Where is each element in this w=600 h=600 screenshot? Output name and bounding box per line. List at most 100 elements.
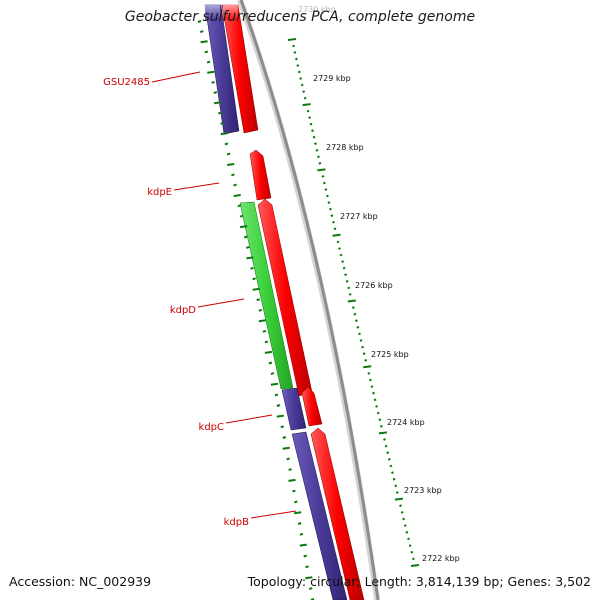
scale-minor-tick [411,557,415,561]
scale-minor-tick [358,332,361,336]
scale-minor-tick [333,227,337,231]
scale-major-tick [410,564,420,567]
scale-minor-tick [386,451,390,455]
inner-dash [262,329,267,333]
scale-minor-tick [368,378,372,382]
inner-dash [256,298,261,302]
inner-dash [211,80,215,84]
scale-minor-tick [370,385,374,388]
leader-kdpc [225,414,273,424]
inner-dash-ring [197,20,315,600]
inner-dash [308,587,313,591]
scale-minor-tick [345,279,349,283]
scale-minor-tick [375,405,379,408]
scale-minor-tick [399,504,402,508]
inner-dash [246,256,254,260]
scale-minor-tick [303,96,307,100]
gene-label-kdpb: kdpB [224,517,249,528]
scale-label-2729: 2729 kbp [313,74,351,83]
inner-dash [280,425,285,429]
scale-minor-tick [315,148,319,152]
scale-minor-tick [336,240,340,244]
scale-minor-tick [341,260,345,263]
gene-kdpb-reverse [291,431,348,600]
scale-minor-tick [362,352,366,356]
scale-minor-tick [353,312,357,316]
backbone-shadow [237,0,380,600]
gene-kdpb-forward-arrow [310,427,365,600]
inner-dash [293,500,298,504]
scale-minor-tick [309,122,313,126]
leader-kdpb [250,510,297,519]
scale-major-tick [287,38,297,41]
scale-minor-tick [325,194,329,198]
scale-minor-tick [391,471,394,474]
scale-minor-tick [376,411,380,415]
inner-dash [264,350,273,354]
gene-kdpd-forward-arrow [257,198,313,397]
scale-minor-tick [378,418,382,422]
scale-minor-tick [354,319,358,323]
scale-minor-tick [308,116,312,119]
scale-minor-tick [342,266,346,270]
inner-dash [217,111,222,115]
inner-dash [252,287,260,291]
inner-dash [227,163,235,166]
inner-dash [288,468,292,472]
scale-minor-tick [394,484,398,488]
inner-dash [297,522,302,525]
inner-dash [239,225,248,229]
inner-dash [282,436,287,439]
inner-dash [276,404,281,407]
topology-label: Topology: circular; Length: 3,814,139 bp… [247,574,591,589]
inner-dash [292,489,296,493]
inner-dash [204,50,209,54]
scale-minor-tick [389,464,393,468]
scale-minor-tick [327,201,331,204]
inner-dash [233,194,241,197]
backbone [239,0,380,600]
scale-minor-tick [347,286,351,290]
scale-minor-tick [294,57,298,61]
genome-title: Geobacter sulfurreducens PCA, complete g… [124,9,476,25]
inner-dash [276,414,284,418]
inner-dash [299,532,304,536]
scale-minor-tick [403,524,407,527]
scale-minor-tick [311,129,314,133]
scale-minor-tick [410,550,414,554]
inner-dash [200,40,208,44]
scale-minor-tick [364,358,368,362]
scale-minor-tick [395,491,399,494]
inner-dash [199,30,204,34]
inner-dash [282,446,290,450]
inner-dash [220,132,228,136]
scale-label-2730: 2730 kbp [298,5,336,14]
scale-minor-tick [356,325,360,329]
scale-minor-tick [314,142,317,146]
scale-minor-tick [296,64,300,67]
inner-dash [258,308,263,312]
scale-minor-tick [306,109,310,113]
gene-gsu2485-reverse-fade [205,4,220,20]
scale-major-tick [394,497,404,501]
inner-dash [268,361,273,365]
gene-kdpc-forward-arrow [301,386,323,427]
scale-minor-tick [318,161,322,165]
scale-minor-tick [405,530,409,534]
inner-dash [303,554,308,558]
scale-label-2724: 2724 kbp [387,418,425,427]
inner-dash [305,576,313,580]
scale-minor-tick [338,247,341,250]
inner-dash [264,340,269,344]
inner-dash [274,393,279,397]
gene-kdpc-reverse [281,387,307,431]
leader-kdpe [173,182,220,191]
scale-minor-tick [339,253,343,257]
scale-label-2727: 2727 kbp [340,212,378,221]
gene-label-kdpe: kdpE [147,187,172,198]
scale-minor-tick [328,207,332,211]
scale-minor-tick [324,188,328,191]
inner-dash [231,173,235,177]
inner-dash [243,235,248,239]
